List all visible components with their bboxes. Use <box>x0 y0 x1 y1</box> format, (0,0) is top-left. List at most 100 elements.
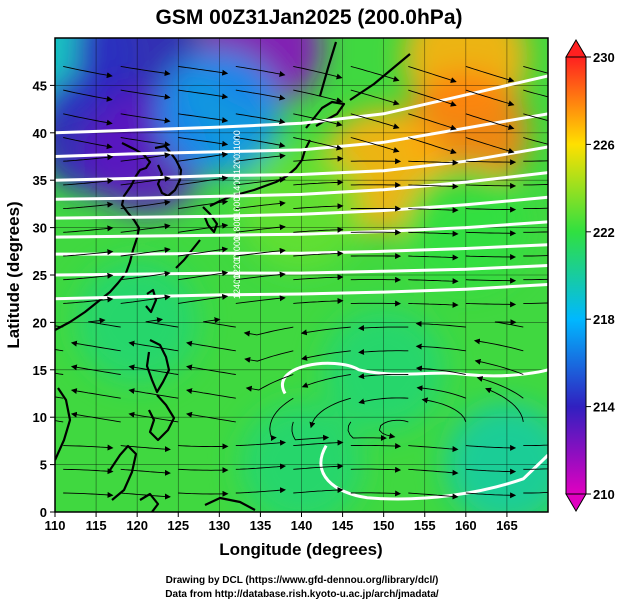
colorbar-tick-label: 218 <box>593 312 615 327</box>
colorbar-top-arrow <box>565 39 587 58</box>
x-tick-label: 120 <box>126 518 148 533</box>
streamline-148 <box>293 113 343 127</box>
streamline-26 <box>523 444 548 447</box>
streamline-4 <box>293 487 344 494</box>
y-tick-label: 5 <box>40 458 47 473</box>
height-contour-3 <box>55 171 548 201</box>
coast-indochina <box>55 387 72 461</box>
streamline-110 <box>178 199 229 210</box>
height-contour-0 <box>55 74 548 135</box>
streamline-144 <box>63 113 113 126</box>
streamline-29 <box>128 411 179 423</box>
y-axis-label: Latitude (degrees) <box>4 201 23 348</box>
streamline-84 <box>235 271 286 281</box>
x-tick-label: 145 <box>332 518 354 533</box>
x-tick-label: 160 <box>455 518 477 533</box>
streamline-8 <box>523 492 548 494</box>
streamline-49 <box>245 374 294 392</box>
y-tick-label: 30 <box>33 221 47 236</box>
colorbar-gradient <box>565 56 587 495</box>
x-tick-label: 130 <box>208 518 230 533</box>
streamline-58 <box>244 350 294 363</box>
streamline-19 <box>120 445 171 453</box>
streamline-38 <box>128 388 179 399</box>
streamline-136 <box>120 137 171 148</box>
streamline-128 <box>178 151 229 162</box>
x-tick-label: 150 <box>373 518 395 533</box>
streamline-28 <box>70 411 121 423</box>
streamline-10 <box>120 468 171 476</box>
streamline-157 <box>293 89 343 104</box>
streamline-147 <box>235 113 286 125</box>
streamline-115 <box>465 206 517 213</box>
streamline-1 <box>120 492 171 500</box>
streamline-155 <box>178 89 229 100</box>
streamline-138 <box>235 137 286 148</box>
coast-philippines-south <box>148 394 176 442</box>
streamline-65 <box>145 317 179 328</box>
streamline-39 <box>186 388 236 399</box>
temperature-field <box>55 38 548 512</box>
streamline-125 <box>523 184 548 186</box>
coast-kyushu <box>202 206 219 234</box>
streamline-108 <box>63 201 114 210</box>
streamline-91 <box>120 247 171 257</box>
y-tick-label: 20 <box>33 315 47 330</box>
colorbar-ticks: 210 214 218 222 226 230 <box>586 50 615 502</box>
streamline-96 <box>408 254 459 261</box>
y-tick-label: 0 <box>40 505 47 520</box>
streamline-119 <box>178 175 229 186</box>
streamline-154 <box>120 89 171 100</box>
height-contour-5 <box>55 220 548 239</box>
y-tick-label: 15 <box>33 363 47 378</box>
streamline-62 <box>473 338 524 352</box>
x-tick-label: 110 <box>45 518 66 533</box>
height-contour-7 <box>55 264 548 277</box>
streamline-139 <box>293 137 343 151</box>
streamline-56 <box>128 340 179 352</box>
streamline-57 <box>186 340 236 352</box>
streamline-121 <box>293 179 344 186</box>
streamline-145 <box>120 113 171 124</box>
streamline-55 <box>70 340 121 352</box>
streamline-48 <box>186 364 236 375</box>
streamline-16 <box>465 468 517 475</box>
height-contour-8 <box>55 283 548 301</box>
height-contour-4 <box>55 195 548 220</box>
streamline-97 <box>465 254 517 260</box>
streamline-168 <box>408 65 457 83</box>
streamline-73 <box>120 294 171 304</box>
streamline-42 <box>358 397 409 405</box>
streamline-92 <box>178 246 229 257</box>
streamline-98 <box>523 255 548 257</box>
streamline-109 <box>120 199 171 210</box>
x-tick-label: 165 <box>496 518 518 533</box>
chart-title: GSM 00Z31Jan2025 (200.0hPa) <box>155 6 462 29</box>
streamline-33 <box>378 419 409 439</box>
streamline-130 <box>293 155 344 162</box>
streamline-31 <box>291 421 330 441</box>
streamline-164 <box>178 65 229 76</box>
streamline-151 <box>465 113 515 130</box>
x-tick-label: 140 <box>291 518 313 533</box>
streamline-23 <box>350 443 402 450</box>
streamline-116 <box>523 207 548 210</box>
coast-sulawesi <box>139 492 160 512</box>
y-axis-ticks: 0 5 10 15 20 25 30 35 40 45 <box>33 78 55 520</box>
height-contour-1 <box>55 112 548 158</box>
streamline-102 <box>235 224 286 233</box>
streamline-146 <box>178 113 229 124</box>
streamline-71 <box>494 319 524 328</box>
streamline-80 <box>523 302 548 304</box>
streamline-64 <box>88 317 121 328</box>
streamline-93 <box>235 247 286 257</box>
y-tick-label: 10 <box>33 410 47 425</box>
streamline-118 <box>120 175 171 186</box>
colorbar-tick-label: 222 <box>593 225 615 240</box>
streamline-18 <box>63 444 114 451</box>
coast-korea <box>154 144 183 198</box>
streamline-153 <box>63 89 113 102</box>
streamline-76 <box>293 297 344 304</box>
streamline-17 <box>523 468 548 470</box>
